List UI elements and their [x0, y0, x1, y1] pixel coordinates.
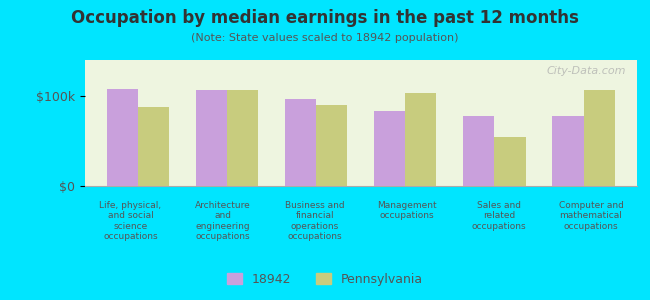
Text: Business and
financial
operations
occupations: Business and financial operations occupa…	[285, 201, 344, 241]
Bar	[107, 89, 138, 186]
Text: Life, physical,
and social
science
occupations: Life, physical, and social science occup…	[99, 201, 162, 241]
Bar	[552, 116, 584, 186]
Bar	[285, 99, 316, 186]
Text: Computer and
mathematical
occupations: Computer and mathematical occupations	[558, 201, 623, 231]
Bar	[316, 105, 347, 186]
Text: Occupation by median earnings in the past 12 months: Occupation by median earnings in the pas…	[71, 9, 579, 27]
Text: Management
occupations: Management occupations	[377, 201, 437, 220]
Text: City-Data.com: City-Data.com	[547, 66, 626, 76]
Bar	[495, 136, 526, 186]
Bar	[227, 90, 258, 186]
Legend: 18942, Pennsylvania: 18942, Pennsylvania	[222, 268, 428, 291]
Text: Architecture
and
engineering
occupations: Architecture and engineering occupations	[195, 201, 250, 241]
Bar	[138, 107, 169, 186]
Bar	[463, 116, 495, 186]
Bar	[584, 90, 615, 186]
Bar	[196, 90, 227, 186]
Bar	[406, 93, 437, 186]
Bar	[374, 111, 406, 186]
Text: (Note: State values scaled to 18942 population): (Note: State values scaled to 18942 popu…	[191, 33, 459, 43]
Text: Sales and
related
occupations: Sales and related occupations	[471, 201, 526, 231]
